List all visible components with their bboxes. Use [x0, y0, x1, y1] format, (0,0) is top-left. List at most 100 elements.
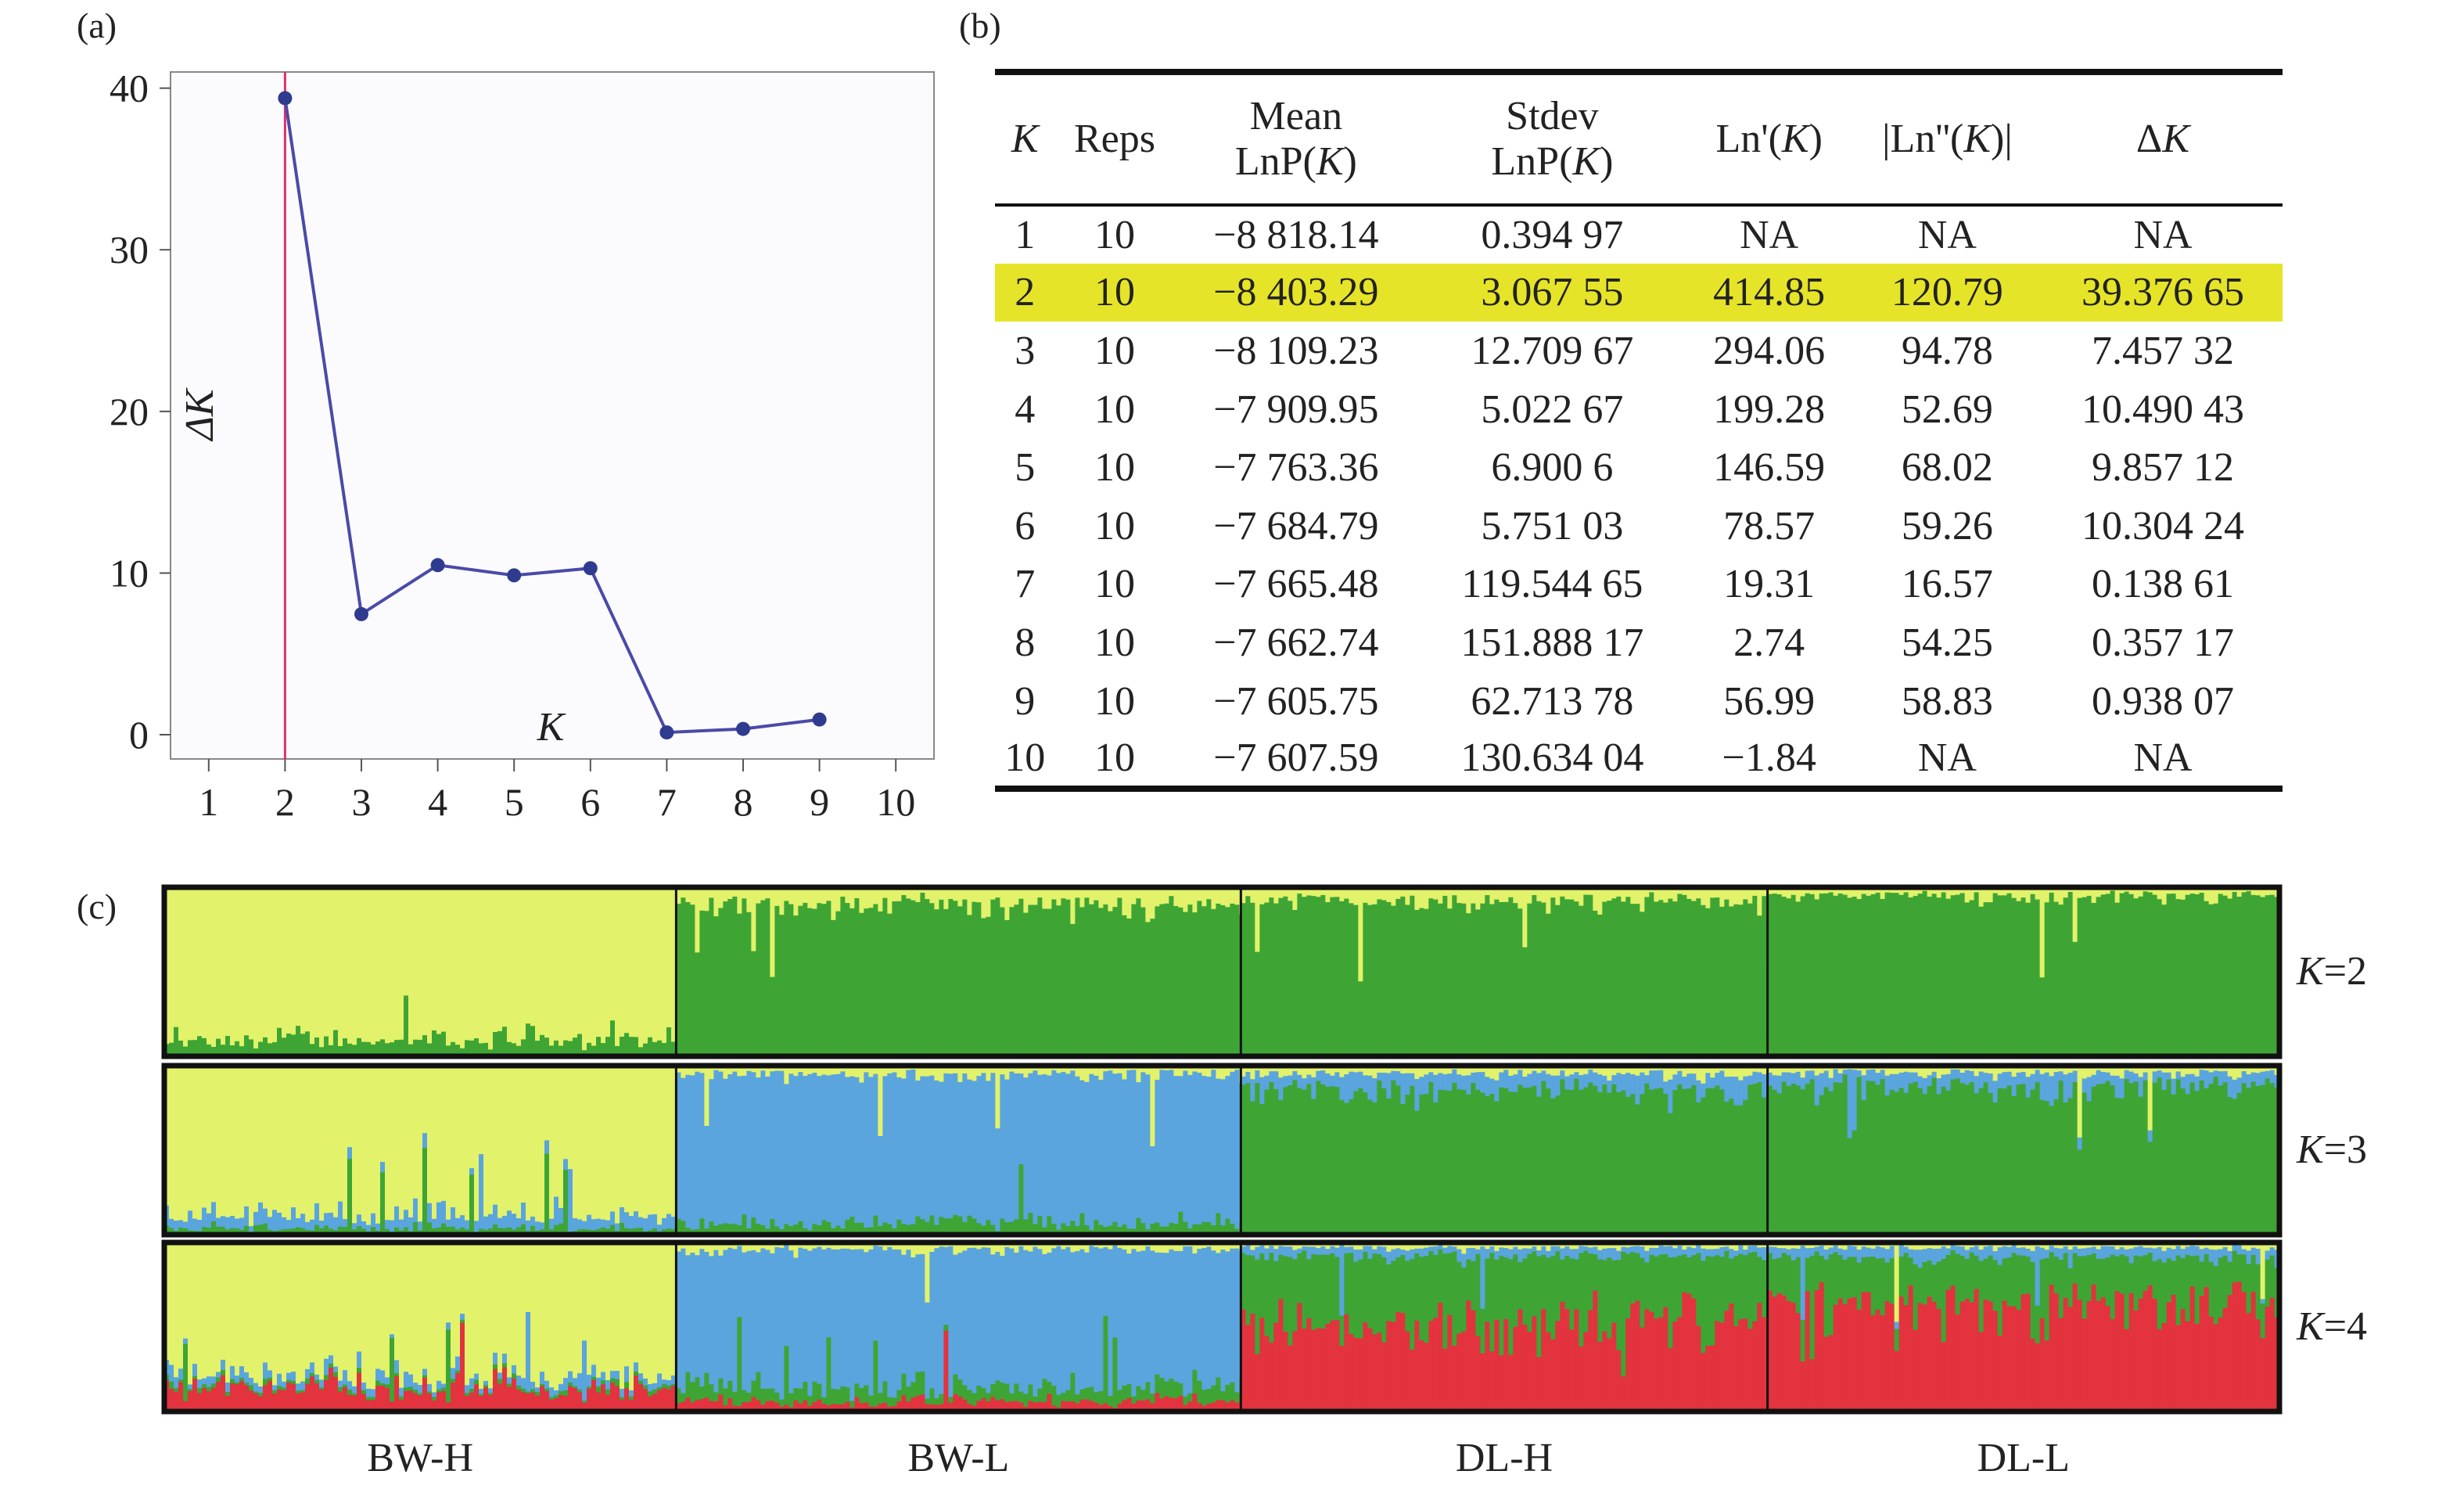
admixture-segment [1419, 1094, 1424, 1235]
admixture-segment [1485, 894, 1490, 1057]
admixture-segment [1344, 1102, 1349, 1235]
admixture-segment [1733, 904, 1739, 1057]
admixture-segment [282, 1037, 287, 1057]
admixture-segment [1733, 1076, 1739, 1106]
admixture-segment [258, 1386, 264, 1394]
admixture-segment [1729, 1098, 1734, 1235]
admixture-segment [751, 1071, 756, 1217]
admixture-segment [2250, 1081, 2257, 1235]
admixture-segment [1117, 1247, 1122, 1390]
admixture-segment [1014, 1073, 1019, 1220]
admixture-segment [2265, 1070, 2271, 1079]
admixture-segment [1140, 1071, 1146, 1224]
admixture-segment [1772, 887, 1778, 894]
admixture-segment [1508, 1249, 1514, 1260]
admixture-segment [319, 1379, 325, 1388]
admixture-segment [2128, 887, 2135, 894]
admixture-segment [629, 1390, 634, 1397]
admixture-segment [1964, 1250, 1970, 1259]
admixture-segment [1028, 1384, 1033, 1401]
admixture-segment [962, 1066, 968, 1073]
admixture-segment [188, 1039, 193, 1057]
admixture-segment [1241, 1076, 1246, 1085]
admixture-segment [2204, 1286, 2210, 1412]
admixture-segment [1367, 904, 1373, 1057]
admixture-segment [1395, 1248, 1401, 1257]
admixture-segment [587, 1388, 592, 1412]
admixture-segment [1800, 1066, 1806, 1078]
admixture-segment [732, 1242, 738, 1250]
admixture-segment [1917, 1302, 1923, 1412]
admixture-segment [1691, 1242, 1697, 1249]
admixture-segment [582, 1049, 587, 1057]
admixture-segment [2147, 1130, 2153, 1142]
table-header-row: K Reps Mean LnP(K) Stdev LnP(K) Ln'(K) |Ln''(K)… [995, 72, 2283, 205]
admixture-segment [1579, 1066, 1584, 1076]
admixture-segment [1320, 1328, 1326, 1412]
admixture-segment [2157, 1258, 2163, 1329]
admixture-segment [610, 1370, 616, 1379]
admixture-segment [1288, 1084, 1293, 1235]
admixture-segment [1353, 1066, 1359, 1073]
admixture-segment [1522, 1087, 1528, 1235]
table-header-text: Stdev [1506, 94, 1599, 138]
admixture-segment [2213, 1265, 2219, 1325]
admixture-segment [699, 910, 705, 1057]
admixture-segment [2011, 897, 2017, 1057]
admixture-segment [779, 887, 785, 915]
admixture-segment [1710, 1256, 1715, 1346]
admixture-segment [1880, 1314, 1886, 1412]
admixture-segment [2110, 890, 2116, 1057]
admixture-segment [760, 1224, 766, 1235]
admixture-segment [502, 1066, 508, 1216]
admixture-segment [1400, 1254, 1406, 1314]
table-cell: 52.69 [1901, 387, 1993, 432]
admixture-segment [906, 1070, 911, 1225]
admixture-segment [1206, 898, 1212, 1057]
admixture-segment [1715, 1072, 1720, 1086]
admixture-segment [272, 1066, 278, 1210]
admixture-segment [390, 1333, 395, 1338]
admixture-segment [1264, 1335, 1270, 1412]
admixture-segment [2161, 1242, 2168, 1251]
y-tick-label: 10 [110, 551, 149, 595]
data-point [354, 606, 368, 621]
admixture-segment [1173, 1223, 1179, 1235]
admixture-segment [2133, 1066, 2139, 1073]
admixture-segment [1800, 896, 1806, 1057]
admixture-segment [2030, 887, 2036, 894]
admixture-segment [1367, 1258, 1373, 1329]
admixture-segment [934, 1247, 939, 1398]
admixture-segment [1400, 1312, 1406, 1412]
admixture-segment [840, 887, 846, 897]
admixture-segment [216, 1038, 221, 1057]
admixture-segment [2096, 1249, 2102, 1260]
admixture-segment [540, 1034, 545, 1057]
admixture-segment [1597, 1259, 1603, 1343]
admixture-segment [577, 1219, 583, 1230]
admixture-segment [1936, 887, 1942, 898]
admixture-segment [1833, 1069, 1839, 1083]
admixture-segment [967, 1390, 972, 1404]
admixture-segment [1992, 1066, 1999, 1081]
admixture-segment [1597, 1341, 1603, 1412]
admixture-segment [587, 1066, 592, 1215]
admixture-segment [1870, 1242, 1877, 1249]
admixture-segment [629, 1215, 634, 1229]
admixture-segment [1663, 1307, 1668, 1412]
admixture-segment [1386, 1073, 1392, 1099]
admixture-segment [235, 1375, 240, 1383]
admixture-segment [2157, 898, 2163, 1057]
admixture-segment [620, 1207, 625, 1223]
admixture-segment [1230, 1248, 1235, 1383]
admixture-segment [1023, 1394, 1029, 1407]
admixture-segment [1155, 1392, 1160, 1412]
admixture-segment [1908, 1249, 1914, 1258]
admixture-segment [1555, 1095, 1561, 1235]
admixture-segment [188, 1066, 193, 1211]
admixture-segment [788, 1225, 794, 1235]
admixture-segment [1363, 1091, 1368, 1235]
admixture-segment [535, 1040, 541, 1057]
admixture-segment [1424, 1247, 1429, 1257]
admixture-segment [648, 1037, 653, 1057]
